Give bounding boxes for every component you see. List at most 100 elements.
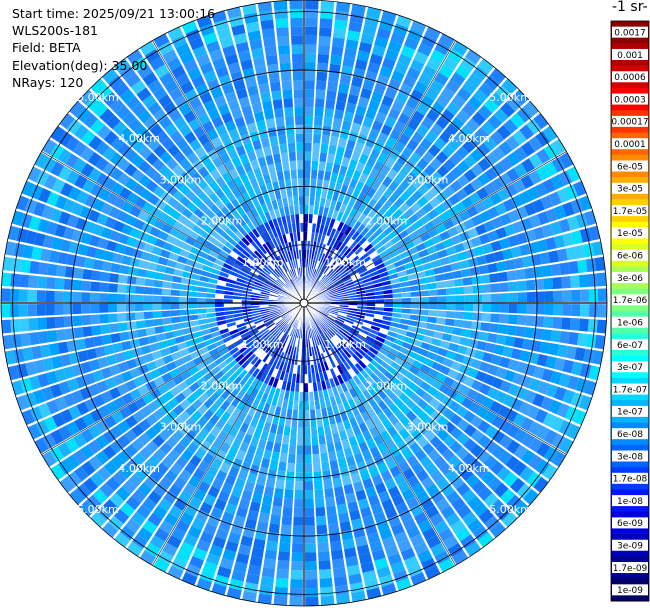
ppi-gate xyxy=(103,344,115,356)
ppi-gate xyxy=(246,220,256,231)
ppi-gate xyxy=(336,91,348,103)
ppi-gate xyxy=(427,227,439,238)
ppi-gate xyxy=(305,0,319,10)
ppi-gate xyxy=(54,303,64,316)
ppi-gate xyxy=(462,139,476,154)
ppi-gate xyxy=(37,218,50,233)
ppi-gate xyxy=(106,240,118,252)
ppi-gate xyxy=(259,184,268,195)
ppi-gate xyxy=(508,303,518,314)
ppi-gate xyxy=(45,290,55,303)
ppi-gate xyxy=(266,201,274,212)
ppi-gate xyxy=(220,332,231,339)
ppi-gate xyxy=(284,242,290,253)
ppi-gate xyxy=(319,371,325,382)
ppi-gate xyxy=(465,541,482,557)
ppi-gate xyxy=(139,446,153,460)
ppi-gate xyxy=(250,417,259,428)
ppi-gate xyxy=(74,174,88,189)
ppi-gate xyxy=(145,180,159,193)
ppi-gate xyxy=(264,109,274,120)
ppi-gate xyxy=(319,398,326,409)
ppi-gate xyxy=(1,272,12,287)
ppi-gate xyxy=(129,257,141,268)
ppi-gate xyxy=(248,272,258,279)
ppi-gate xyxy=(532,393,545,408)
ppi-gate xyxy=(77,350,89,363)
ppi-gate xyxy=(92,335,104,347)
ppi-gate xyxy=(133,218,145,230)
ppi-gate xyxy=(407,118,420,131)
ppi-gate xyxy=(161,303,171,310)
ppi-gate xyxy=(298,400,304,410)
ppi-gate xyxy=(264,280,274,287)
ppi-gate xyxy=(366,587,382,600)
ray-line xyxy=(303,137,559,304)
ppi-gate xyxy=(136,504,152,519)
ppi-gate xyxy=(536,165,550,181)
ppi-gate xyxy=(471,214,483,227)
ppi-gate xyxy=(345,284,355,290)
ppi-gate xyxy=(242,403,251,414)
ppi-gate xyxy=(73,158,87,173)
ppi-gate xyxy=(99,293,109,303)
ppi-gate xyxy=(153,318,164,327)
ppi-gate xyxy=(534,409,548,424)
ppi-gate xyxy=(354,261,364,269)
ppi-gate xyxy=(480,274,491,284)
ppi-gate xyxy=(387,78,401,91)
ppi-gate xyxy=(360,33,375,45)
ray-line xyxy=(303,165,575,304)
ppi-gate xyxy=(520,449,536,465)
ppi-gate xyxy=(378,103,391,116)
ppi-gate xyxy=(167,565,184,580)
ppi-gate xyxy=(562,359,574,374)
ppi-gate xyxy=(339,466,350,478)
ray-line xyxy=(49,137,305,304)
ppi-gate xyxy=(317,233,323,243)
ppi-gate xyxy=(74,417,88,432)
ppi-gate xyxy=(587,273,598,287)
ppi-gate xyxy=(124,163,138,177)
ppi-gate xyxy=(470,415,483,429)
ppi-gate xyxy=(315,282,322,290)
ppi-gate xyxy=(188,496,203,510)
ppi-gate xyxy=(340,411,349,422)
ppi-gate xyxy=(333,366,341,377)
ppi-gate xyxy=(125,415,138,429)
ppi-gate xyxy=(466,388,479,401)
ppi-gate xyxy=(125,177,138,191)
ppi-gate xyxy=(244,362,254,373)
ppi-gate xyxy=(463,285,474,294)
ppi-gate xyxy=(269,135,279,146)
ppi-gate xyxy=(220,400,231,411)
ppi-gate xyxy=(399,281,410,288)
ppi-gate xyxy=(292,525,304,535)
ppi-gate xyxy=(276,198,284,209)
ppi-gate xyxy=(258,512,270,523)
ppi-gate xyxy=(251,310,261,314)
ppi-gate xyxy=(383,294,393,299)
ppi-gate xyxy=(473,245,485,257)
ppi-gate xyxy=(155,462,169,476)
ppi-gate xyxy=(237,125,249,137)
ppi-gate xyxy=(304,53,317,63)
ppi-gate xyxy=(95,141,110,156)
ppi-gate xyxy=(425,462,438,476)
ppi-gate xyxy=(348,21,363,33)
ppi-gate xyxy=(358,441,369,453)
ppi-gate xyxy=(349,178,358,189)
ppi-gate xyxy=(383,370,394,381)
ppi-gate xyxy=(391,523,405,536)
ppi-gate xyxy=(274,329,282,338)
ppi-gate xyxy=(90,511,107,528)
ppi-gate xyxy=(365,419,375,430)
ppi-gate xyxy=(366,6,382,19)
ppi-gate xyxy=(330,423,339,434)
ppi-gate xyxy=(34,152,49,169)
ppi-gate xyxy=(175,549,191,564)
ppi-gate xyxy=(266,276,276,284)
ppi-gate xyxy=(507,235,519,247)
ppi-gate xyxy=(274,268,282,277)
ppi-gate xyxy=(207,235,218,245)
